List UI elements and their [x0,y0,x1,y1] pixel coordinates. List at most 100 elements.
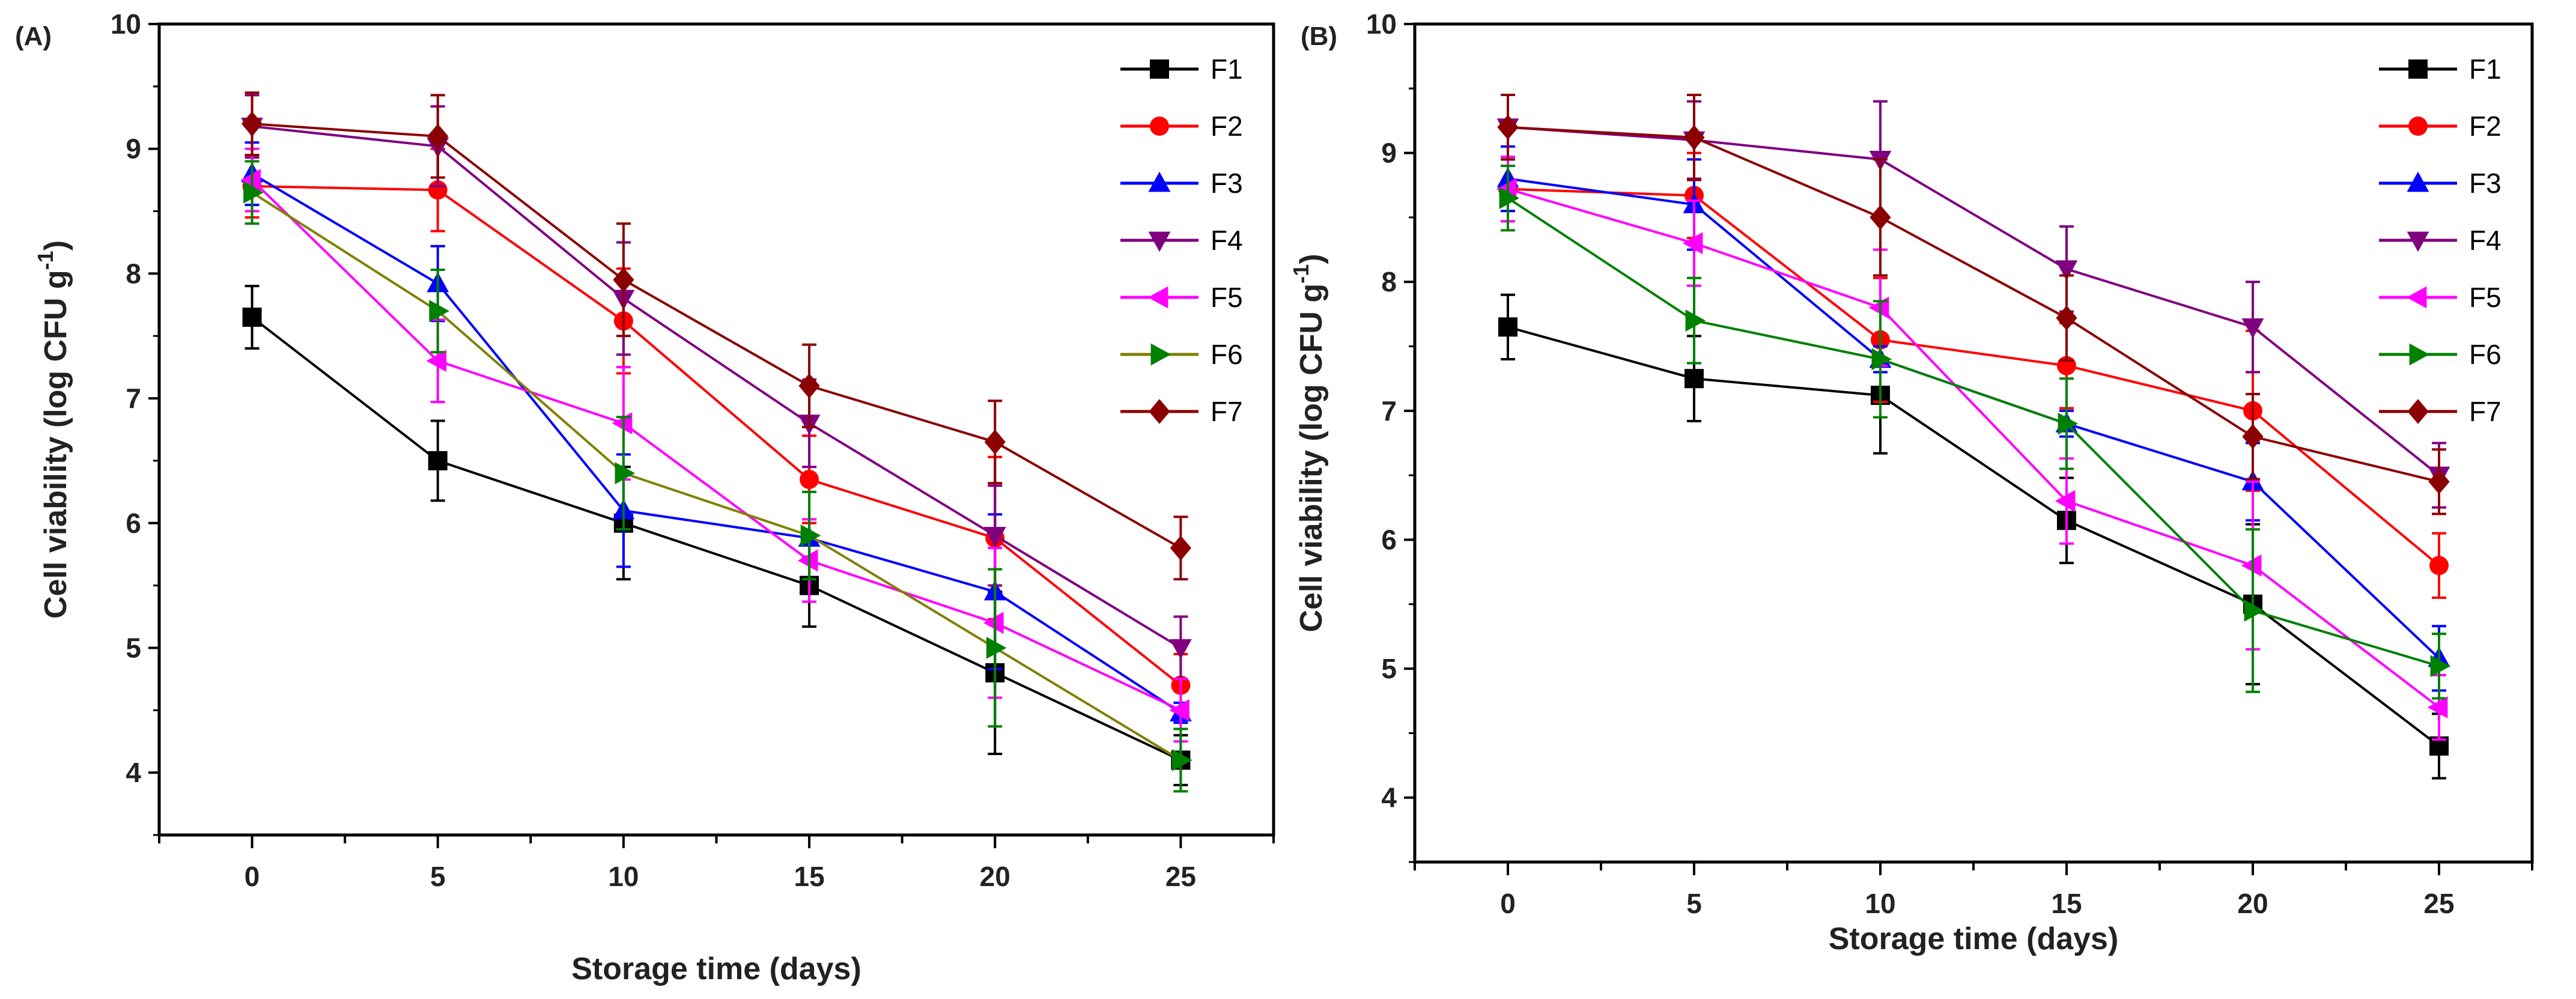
legend-label: F7 [1211,396,1243,427]
data-point-f6 [986,637,1007,659]
series-line-f6 [251,191,1182,762]
data-point-f7 [1497,114,1519,140]
data-point-f5 [240,169,261,192]
data-point-f6 [429,300,449,323]
legend-item-f6: F6 [1120,339,1243,370]
y-tick-label: 7 [126,383,141,414]
data-point-f6 [2244,600,2265,622]
series-line-f3 [1507,177,2440,660]
y-tick-label: 8 [1381,266,1397,297]
data-point-f1 [1684,369,1704,389]
data-point-f1 [1498,317,1517,337]
legend-marker [2407,171,2429,192]
series-f3 [241,141,1192,724]
legend-label: F6 [2469,339,2502,370]
legend-item-f5: F5 [2379,282,2502,313]
series-line-f7 [252,123,1182,550]
data-point-f2 [2429,556,2449,575]
y-tick-label: 8 [126,258,141,289]
data-point-f5 [2055,490,2076,512]
y-axis-label: Cell viability (log CFU g-1) [1289,254,1329,632]
data-point-f6 [1871,348,1892,371]
legend-item-f3: F3 [2379,168,2502,199]
plot-frame [1413,22,2534,864]
legend-label: F6 [1211,339,1243,370]
legend-label: F3 [1211,168,1243,199]
x-tick-label: 15 [2051,888,2082,919]
x-axis-label: Storage time (days) [571,952,861,986]
data-point-f4 [2241,318,2264,339]
series-f7 [241,91,1192,581]
data-point-f1 [242,308,262,327]
y-axis-label-superscript: -1 [33,251,58,270]
data-point-f4 [983,527,1006,547]
series-f7 [1497,94,2450,515]
data-point-f6 [2430,655,2451,678]
panel-label: (A) [15,22,52,51]
legend-item-f3: F3 [1120,168,1243,199]
legend-item-f1: F1 [2379,53,2502,85]
data-point-f6 [615,462,636,485]
legend-marker [1148,171,1171,192]
x-tick-label: 20 [980,861,1010,892]
series-line-f2 [252,185,1182,687]
data-point-f6 [243,181,264,204]
legend-item-f7: F7 [2379,396,2502,427]
data-point-f7 [2242,424,2264,449]
legend-marker [2409,343,2430,366]
data-point-f7 [2428,469,2450,494]
series-f6 [243,160,1192,793]
data-point-f1 [428,451,448,470]
legend-item-f4: F4 [2379,225,2502,256]
data-point-f7 [1170,535,1192,561]
data-point-f2 [800,470,819,490]
data-point-f5 [1682,232,1703,255]
y-tick-label: 10 [1366,8,1397,40]
legend-item-f2: F2 [1120,111,1243,142]
series-f6 [1499,165,2451,700]
series-line-f3 [251,172,1182,714]
series-line-f5 [251,179,1182,712]
data-point-f5 [612,412,633,435]
data-point-f5 [2427,696,2448,718]
series-line-f5 [1507,187,2440,709]
legend-marker [2408,117,2428,136]
y-tick-label: 4 [1381,782,1397,813]
legend-item-f4: F4 [1120,225,1243,256]
data-point-f5 [1868,296,1889,319]
x-tick-label: 0 [245,861,260,892]
legend-marker [1149,399,1170,424]
legend-label: F1 [1211,53,1243,85]
legend-item-f7: F7 [1120,396,1243,427]
legend-label: F7 [2469,396,2502,427]
legend-label: F2 [1211,111,1243,142]
legend-label: F1 [2469,53,2502,85]
data-point-f7 [1870,205,1891,230]
y-tick-label: 5 [1381,653,1397,684]
y-axis-label: Cell viability (log CFU g-1) [33,240,73,619]
x-tick-label: 0 [1500,888,1516,919]
data-point-f5 [983,612,1004,634]
legend-label: F5 [2469,282,2502,313]
legend-item-f2: F2 [2379,111,2502,142]
data-point-f7 [427,124,449,149]
x-tick-label: 25 [2423,888,2454,919]
legend-marker [1147,286,1168,309]
panel-a: (A) 4 5 6 7 8 9 10 0 5 10 15 20 25 Storage time (days)… [15,8,1275,986]
legend-marker [1150,343,1171,366]
legend-label: F3 [2469,168,2502,199]
x-tick-label: 5 [1686,888,1702,919]
series-f4 [1496,94,2450,509]
x-tick-label: 15 [794,861,824,892]
data-point-f6 [1172,748,1192,771]
data-point-f7 [798,373,820,399]
y-axis-label-main: Cell viability (log CFU g [38,270,73,619]
data-point-f4 [2055,260,2078,281]
y-tick-label: 9 [126,133,141,165]
data-point-f6 [2058,412,2079,435]
y-tick-label: 9 [1381,138,1397,169]
data-point-f6 [1499,187,1520,210]
legend-marker [1150,59,1169,79]
data-point-f7 [1683,125,1705,150]
